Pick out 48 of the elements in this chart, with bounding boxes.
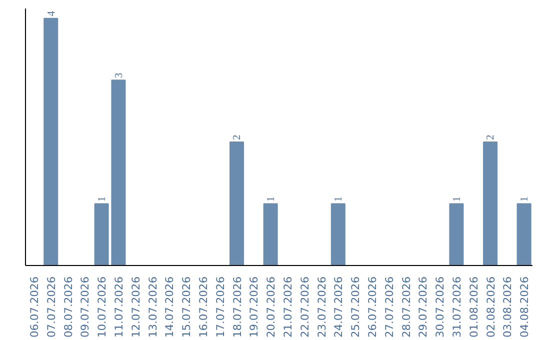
data-label: 1 <box>334 196 345 202</box>
x-tick-label: 04.08.2026 <box>518 276 532 338</box>
x-tick-label: 17.07.2026 <box>214 276 227 338</box>
bar <box>229 141 244 266</box>
x-tick-label: 26.07.2026 <box>366 276 379 338</box>
bar <box>449 203 464 266</box>
x-tick-label: 28.07.2026 <box>400 276 413 338</box>
bar <box>263 203 278 266</box>
x-tick-label: 24.07.2026 <box>332 276 346 338</box>
x-tick-label: 13.07.2026 <box>146 276 160 338</box>
x-tick-label: 22.07.2026 <box>298 276 312 338</box>
x-tick-label: 09.07.2026 <box>78 276 92 338</box>
x-tick-label: 06.07.2026 <box>28 276 41 338</box>
bar <box>482 141 498 266</box>
bar <box>94 203 109 266</box>
data-label: 1 <box>452 196 463 202</box>
data-label: 2 <box>232 134 244 140</box>
x-tick-label: 20.07.2026 <box>264 276 278 338</box>
bar <box>111 80 126 266</box>
x-tick-label: 21.07.2026 <box>281 276 294 338</box>
x-tick-label: 27.07.2026 <box>382 276 396 338</box>
x-tick-label: 12.07.2026 <box>129 276 142 338</box>
data-label: 2 <box>486 134 497 140</box>
x-tick-label: 25.07.2026 <box>349 276 362 338</box>
x-tick-label: 01.08.2026 <box>467 276 480 338</box>
x-tick-label: 16.07.2026 <box>196 276 210 338</box>
x-tick-label: 29.07.2026 <box>416 276 430 338</box>
x-tick-label: 08.07.2026 <box>62 276 75 338</box>
data-label: 1 <box>97 196 108 202</box>
x-tick-label: 14.07.2026 <box>163 276 176 338</box>
x-tick-label: 19.07.2026 <box>248 276 261 338</box>
x-tick-label: 11.07.2026 <box>112 276 126 338</box>
x-tick-label: 03.08.2026 <box>501 276 514 338</box>
x-tick-label: 31.07.2026 <box>450 276 464 338</box>
x-tick-label: 30.07.2026 <box>434 276 447 338</box>
bar <box>330 203 346 266</box>
data-label: 4 <box>46 10 58 16</box>
x-tick-label: 02.08.2026 <box>484 276 498 338</box>
x-tick-label: 15.07.2026 <box>180 276 194 338</box>
bar <box>516 203 532 266</box>
x-tick-label: 07.07.2026 <box>44 276 58 338</box>
x-tick-label: 23.07.2026 <box>315 276 328 338</box>
bar <box>44 18 58 266</box>
x-tick-label: 10.07.2026 <box>96 276 109 338</box>
data-label: 3 <box>114 72 125 78</box>
x-tick-label: 18.07.2026 <box>230 276 244 338</box>
data-label: 1 <box>266 196 278 202</box>
data-label: 1 <box>520 196 531 202</box>
